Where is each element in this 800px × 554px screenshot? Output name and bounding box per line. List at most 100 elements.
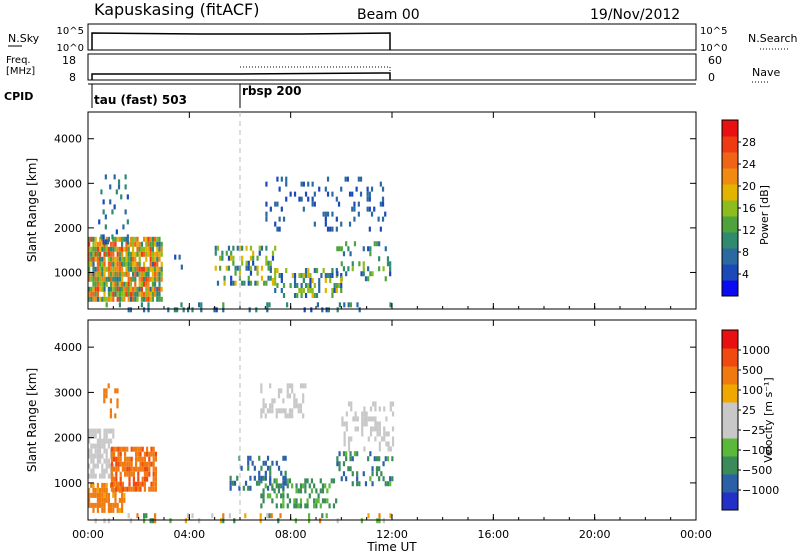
velocity-cell [317,493,320,499]
power-cell [322,211,325,217]
power-cell [105,276,108,282]
velocity-cell [332,478,336,484]
velocity-scale-tick-label: −100 [742,444,772,457]
power-cell [114,281,117,287]
velocity-cell [372,416,375,422]
velocity-cell [391,476,394,482]
power-cell [310,307,313,313]
nsky-left-tick-top: 10^5 [57,26,84,37]
velocity-scale-swatch [722,420,738,439]
velocity-cell [88,502,91,508]
velocity-cell [299,483,303,489]
velocity-cell [150,451,153,457]
power-cell [158,266,161,272]
velocity-cell [107,507,110,513]
velocity-cell [123,497,126,503]
power-cell [160,246,163,252]
power-cell [256,265,259,271]
power-cell [96,241,99,247]
power-cell [230,255,233,261]
power-cell [145,266,148,272]
power-cell [129,266,132,272]
power-cell [348,221,352,227]
velocity-cell [306,478,309,484]
velocity-cell [143,451,146,457]
power-cell [99,266,102,272]
velocity-cell [236,475,239,481]
velocity-cell [345,411,348,417]
velocity-cell [369,476,372,482]
velocity-cell [99,443,102,449]
velocity-cell [115,476,118,482]
power-cell [336,307,339,313]
velocity-cell [340,476,343,482]
velocity-cell [151,518,154,524]
power-cell [116,281,119,287]
power-cell [140,276,143,282]
velocity-cell [356,471,359,477]
velocity-cell [299,503,303,509]
power-cell [88,291,91,297]
power-cell [364,276,368,282]
power-cell [266,307,269,313]
velocity-cell [146,446,149,452]
velocity-cell [286,478,289,484]
power-cell [236,265,239,271]
power-cell [132,291,135,297]
velocity-cell [282,493,285,499]
power-cell [238,270,242,276]
power-cell [111,234,114,240]
power-cell [156,296,159,302]
velocity-cell [231,480,234,486]
power-cell [134,266,137,272]
velocity-cell [99,448,102,454]
power-cell [326,272,330,278]
velocity-cell [137,451,140,457]
power-cell [333,282,336,288]
power-cell [125,281,128,287]
power-scale-swatch [722,200,738,217]
power-cell [138,241,141,247]
velocity-cell [351,471,354,477]
power-cell [254,265,257,271]
power-cell [329,272,332,278]
power-cell [271,277,275,283]
power-cell [145,251,148,257]
power-cell [127,251,130,257]
velocity-cell [351,456,354,462]
freq-panel: Freq. [MHz] 18 8 60 0 Nave [6,53,780,84]
power-cell [340,272,343,278]
velocity-cell [286,393,289,399]
velocity-cell [130,461,133,467]
power-cell [118,281,121,287]
power-cell [160,286,163,292]
power-cell [129,261,132,267]
power-cell [147,307,150,313]
power-cell [116,256,119,262]
power-cell [232,260,235,266]
power-cell [104,174,107,180]
power-cell [367,246,370,252]
power-cell [331,292,334,298]
power-cell [104,224,107,230]
velocity-cell [148,456,151,462]
power-cell [265,280,268,286]
velocity-cell [103,428,106,434]
velocity-cell [99,458,102,464]
power-cell [307,272,310,278]
power-cell [379,226,382,232]
power-cell [149,241,152,247]
power-cell [180,302,183,308]
velocity-cell [121,497,124,503]
power-scale-tick-label: 4 [742,268,749,281]
velocity-cell [282,503,285,509]
power-cell [369,271,372,277]
velocity-cell [364,481,368,487]
velocity-cell [211,513,214,519]
power-cell [132,246,135,252]
velocity-scale-tick-label: 1000 [742,344,770,357]
power-cell [381,201,385,207]
power-cell [331,267,334,273]
velocity-cell [291,408,294,414]
power-cell [94,266,97,272]
